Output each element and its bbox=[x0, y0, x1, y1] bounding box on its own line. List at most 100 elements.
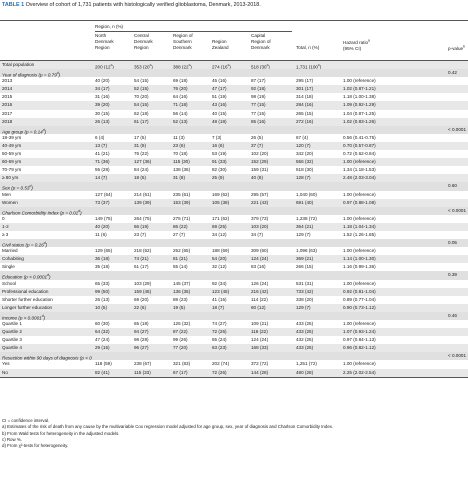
data-table: Region, n (%) North Denmark Region Central D… bbox=[0, 20, 468, 378]
table-cell: 221 (43) bbox=[251, 199, 269, 205]
table-cell: 54 (15) bbox=[134, 78, 149, 84]
table-cell: 70 (18) bbox=[173, 151, 188, 157]
table-row: 70-79 yrs 55 (28) 84 (24) 138 (36) 82 (30) 15… bbox=[0, 166, 468, 174]
table-cell: 41 (15) bbox=[212, 296, 227, 302]
column-header: Hazard ratioa (95% CI) bbox=[343, 38, 370, 52]
table-cell: 1,040 (60) bbox=[296, 191, 317, 197]
table-cell: 214 (61) bbox=[134, 191, 152, 197]
section-header-row: Year of diagnosis (p = 0.79d) 0.42 bbox=[0, 69, 468, 78]
table-cell: 433 (25) bbox=[296, 345, 314, 351]
table-cell: 1.52 (1.26-1.85) bbox=[343, 231, 376, 237]
table-cell: 127 (36) bbox=[134, 159, 152, 165]
table-cell: 69 (18) bbox=[173, 78, 188, 84]
table-cell: 691 (40) bbox=[296, 199, 314, 205]
table-cell: 128 (7) bbox=[296, 175, 311, 181]
table-cell: 114 (22) bbox=[251, 296, 268, 302]
table-cell: 18 (5) bbox=[134, 175, 147, 181]
table-cell: 1.14 (1.00-1.30) bbox=[343, 256, 376, 262]
table-cell: 70 (20) bbox=[134, 94, 149, 100]
row-label: Income (p < 0.0001d) bbox=[2, 313, 46, 321]
table-cell: 129 (65) bbox=[95, 248, 113, 254]
table-cell: 40 (15) bbox=[212, 110, 227, 116]
table-cell: 433 (25) bbox=[296, 321, 314, 326]
table-row: Longer further education 10 (5) 22 (6) 19 (… bbox=[0, 303, 468, 312]
column-header: p-valueb bbox=[448, 44, 465, 52]
table-row: Single 35 (18) 61 (17) 55 (14) 32 (12) 83 (16… bbox=[0, 263, 468, 271]
table-cell: 64 (32) bbox=[95, 329, 110, 335]
table-cell: 1.04 (0.87-1.25) bbox=[343, 110, 376, 116]
table-cell: 35 (18) bbox=[95, 264, 110, 270]
table-cell: 48 (18) bbox=[212, 118, 227, 124]
table-row: 2018 26 (13) 61 (17) 52 (13) 48 (18) 85 (16) 2… bbox=[0, 117, 468, 126]
table-cell: 314 (18) bbox=[296, 94, 314, 100]
row-label: Age group (p = 0.14d) bbox=[2, 127, 47, 135]
table-cell: 31 (16) bbox=[95, 94, 110, 100]
table-header: Region, n (%) North Denmark Region Central D… bbox=[0, 21, 468, 61]
table-cell: 2.25 (2.02-2.54) bbox=[343, 369, 376, 375]
region-group-header: Region, n (%) bbox=[95, 24, 124, 29]
table-label: TABLE 1 bbox=[2, 2, 25, 8]
table-cell: 26 (13) bbox=[95, 296, 110, 302]
table-cell: 275 (71) bbox=[173, 215, 191, 221]
table-cell: 1,731 (100c) bbox=[296, 63, 322, 70]
table-cell: 65 (24) bbox=[212, 337, 227, 343]
table-cell: 32 (12) bbox=[212, 264, 227, 270]
row-label: 2016 bbox=[2, 102, 13, 108]
table-cell: 145 (37) bbox=[173, 280, 191, 286]
row-label: Shorter further education bbox=[2, 296, 53, 302]
table-cell: 43 (16) bbox=[212, 102, 227, 108]
table-cell: 69 (25) bbox=[212, 223, 227, 229]
row-label: Resection within 90 days of diagnosis (p… bbox=[2, 355, 92, 361]
table-cell: 36 (18) bbox=[95, 256, 110, 262]
table-cell: 556 (32) bbox=[296, 159, 314, 165]
table-cell: 126 (24) bbox=[251, 280, 269, 286]
table-cell: 62 (18) bbox=[134, 110, 149, 116]
table-cell: 153 (39) bbox=[173, 199, 191, 205]
section-header-row: Income (p < 0.0001d) 0.46 bbox=[0, 311, 468, 321]
table-cell: 0.46 bbox=[448, 312, 457, 318]
table-cell: 34 (17) bbox=[95, 86, 110, 92]
table-cell: 0.39 bbox=[448, 272, 457, 278]
table-cell: 1.00 (reference) bbox=[343, 215, 376, 221]
table-cell: 45 (16) bbox=[212, 78, 227, 84]
table-cell: 169 (62) bbox=[212, 191, 230, 197]
table-cell: 40 (20) bbox=[95, 78, 110, 84]
table-cell: 1,096 (63) bbox=[296, 248, 317, 254]
table-cell: 60 (12) bbox=[251, 304, 266, 310]
table-cell: 92 (18) bbox=[251, 86, 266, 92]
table-cell: 99 (50) bbox=[95, 288, 110, 294]
row-label: Quartile 2 bbox=[2, 329, 22, 335]
table-cell: 83 (16) bbox=[251, 264, 266, 270]
table-cell: 159 (31) bbox=[251, 167, 269, 173]
table-cell: 0.90 (0.73-1.12) bbox=[343, 304, 376, 310]
table-cell: 372 (72) bbox=[251, 361, 269, 367]
table-cell: 480 (28) bbox=[296, 369, 314, 375]
table-cell: 265 (15) bbox=[296, 110, 314, 116]
table-cell: 124 (24) bbox=[251, 337, 269, 343]
row-label: Women bbox=[2, 199, 18, 205]
row-label: 60-69 yrs bbox=[2, 159, 22, 165]
table-cell: 171 (62) bbox=[212, 215, 230, 221]
table-cell: 77 (20) bbox=[173, 345, 188, 351]
row-label: Cohabiting bbox=[2, 256, 24, 262]
section-header-row: Civil status (p = 0.26d) 0.05 bbox=[0, 239, 468, 248]
table-cell: 149 (75) bbox=[95, 215, 113, 221]
table-cell: 74 (21) bbox=[134, 256, 149, 262]
table-cell: 71 (18) bbox=[173, 102, 188, 108]
table-cell: 86 (22) bbox=[173, 223, 188, 229]
table-cell: 124 (24) bbox=[251, 256, 269, 262]
row-label: Civil status (p = 0.26d) bbox=[2, 241, 48, 248]
table-cell: 61 (17) bbox=[134, 264, 149, 270]
table-row: 2014 34 (17) 52 (15) 76 (20) 47 (17) 92 (18) 3… bbox=[0, 85, 468, 94]
table-cell: 34 (7) bbox=[251, 231, 264, 237]
table-cell: < 0.0001 bbox=[448, 126, 467, 132]
row-label: School bbox=[2, 280, 17, 286]
table-cell: 518 (30c) bbox=[251, 63, 270, 70]
table-cell: 129 (7) bbox=[296, 304, 311, 310]
table-cell: 74 (27) bbox=[212, 321, 227, 326]
table-cell: 47 (24) bbox=[95, 337, 110, 343]
table-cell: 102 (20) bbox=[251, 151, 269, 157]
table-cell: 0.42 bbox=[448, 70, 457, 76]
table-cell: 7 (3) bbox=[212, 134, 222, 140]
row-label: Married bbox=[2, 248, 18, 254]
